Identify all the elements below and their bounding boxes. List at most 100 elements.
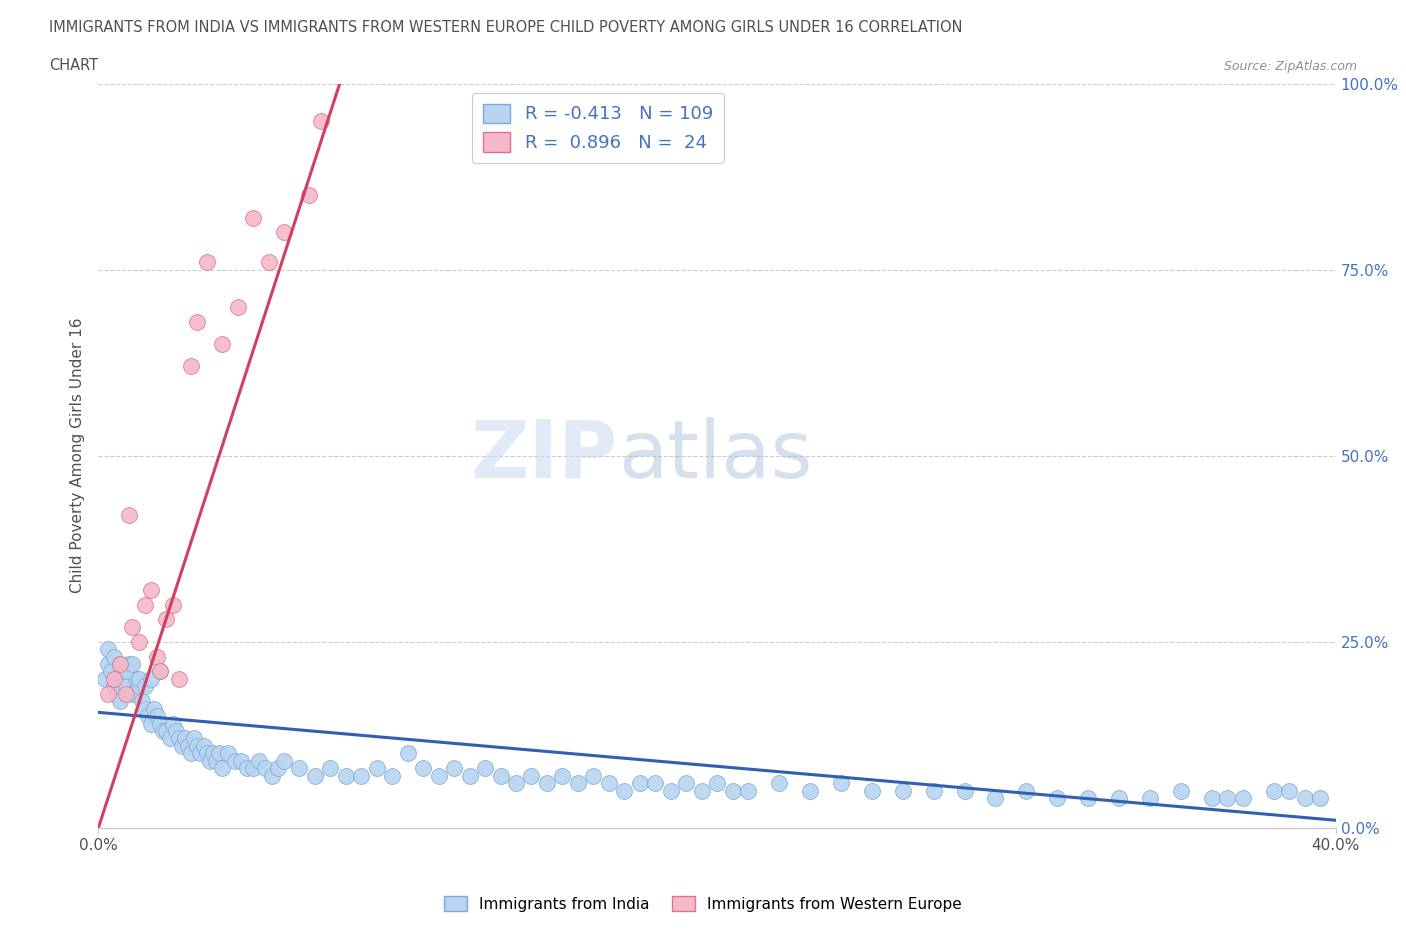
Point [659, 783, 682, 798]
Point [177, 738, 200, 753]
Point [195, 255, 218, 270]
Point [335, 768, 357, 783]
Point [201, 746, 224, 761]
Point [115, 679, 138, 694]
Point [139, 582, 162, 597]
Point [136, 709, 159, 724]
Point [128, 634, 150, 649]
Point [1108, 790, 1130, 805]
Point [768, 776, 790, 790]
Point [195, 746, 218, 761]
Point [186, 314, 208, 329]
Point [217, 746, 239, 761]
Y-axis label: Child Poverty Among Girls Under 16: Child Poverty Among Girls Under 16 [70, 318, 86, 593]
Point [242, 210, 264, 225]
Point [1046, 790, 1069, 805]
Point [273, 753, 295, 768]
Point [304, 768, 326, 783]
Point [551, 768, 574, 783]
Point [350, 768, 373, 783]
Point [198, 753, 221, 768]
Point [1201, 790, 1223, 805]
Point [257, 255, 280, 270]
Point [103, 679, 125, 694]
Point [412, 761, 434, 776]
Point [830, 776, 852, 790]
Point [706, 776, 728, 790]
Point [146, 709, 169, 724]
Point [267, 761, 290, 776]
Point [105, 686, 128, 701]
Point [128, 671, 150, 686]
Point [891, 783, 914, 798]
Point [149, 716, 172, 731]
Point [675, 776, 697, 790]
Point [186, 738, 208, 753]
Point [100, 664, 122, 679]
Point [128, 679, 150, 694]
Point [205, 753, 228, 768]
Point [260, 768, 283, 783]
Point [381, 768, 404, 783]
Point [183, 731, 205, 746]
Point [115, 664, 138, 679]
Point [1216, 790, 1239, 805]
Point [427, 768, 450, 783]
Point [799, 783, 821, 798]
Text: IMMIGRANTS FROM INDIA VS IMMIGRANTS FROM WESTERN EUROPE CHILD POVERTY AMONG GIRL: IMMIGRANTS FROM INDIA VS IMMIGRANTS FROM… [49, 20, 963, 35]
Text: CHART: CHART [49, 58, 98, 73]
Point [1278, 783, 1301, 798]
Point [690, 783, 713, 798]
Point [162, 716, 184, 731]
Point [1015, 783, 1038, 798]
Point [1263, 783, 1285, 798]
Point [121, 619, 143, 634]
Text: Source: ZipAtlas.com: Source: ZipAtlas.com [1223, 60, 1357, 73]
Point [149, 664, 172, 679]
Point [226, 299, 249, 314]
Point [149, 664, 172, 679]
Point [103, 649, 125, 664]
Point [121, 686, 143, 701]
Point [134, 701, 156, 716]
Point [108, 657, 131, 671]
Point [582, 768, 605, 783]
Point [613, 783, 636, 798]
Point [567, 776, 589, 790]
Point [139, 671, 162, 686]
Point [319, 761, 342, 776]
Point [118, 508, 141, 523]
Point [984, 790, 1007, 805]
Point [193, 738, 215, 753]
Point [458, 768, 481, 783]
Point [108, 694, 131, 709]
Point [97, 657, 120, 671]
Point [108, 657, 131, 671]
Point [134, 679, 156, 694]
Point [208, 746, 231, 761]
Point [474, 761, 496, 776]
Point [721, 783, 744, 798]
Point [236, 761, 259, 776]
Point [598, 776, 620, 790]
Point [180, 359, 202, 374]
Point [737, 783, 759, 798]
Point [443, 761, 465, 776]
Text: atlas: atlas [619, 417, 813, 495]
Point [229, 753, 252, 768]
Point [162, 597, 184, 612]
Point [115, 686, 138, 701]
Point [118, 657, 141, 671]
Point [396, 746, 419, 761]
Legend: Immigrants from India, Immigrants from Western Europe: Immigrants from India, Immigrants from W… [437, 890, 969, 918]
Legend: R = -0.413   N = 109, R =  0.896   N =  24: R = -0.413 N = 109, R = 0.896 N = 24 [472, 93, 724, 163]
Text: ZIP: ZIP [471, 417, 619, 495]
Point [520, 768, 543, 783]
Point [489, 768, 512, 783]
Point [1232, 790, 1254, 805]
Point [146, 649, 169, 664]
Point [124, 671, 146, 686]
Point [97, 642, 120, 657]
Point [1077, 790, 1099, 805]
Point [190, 746, 212, 761]
